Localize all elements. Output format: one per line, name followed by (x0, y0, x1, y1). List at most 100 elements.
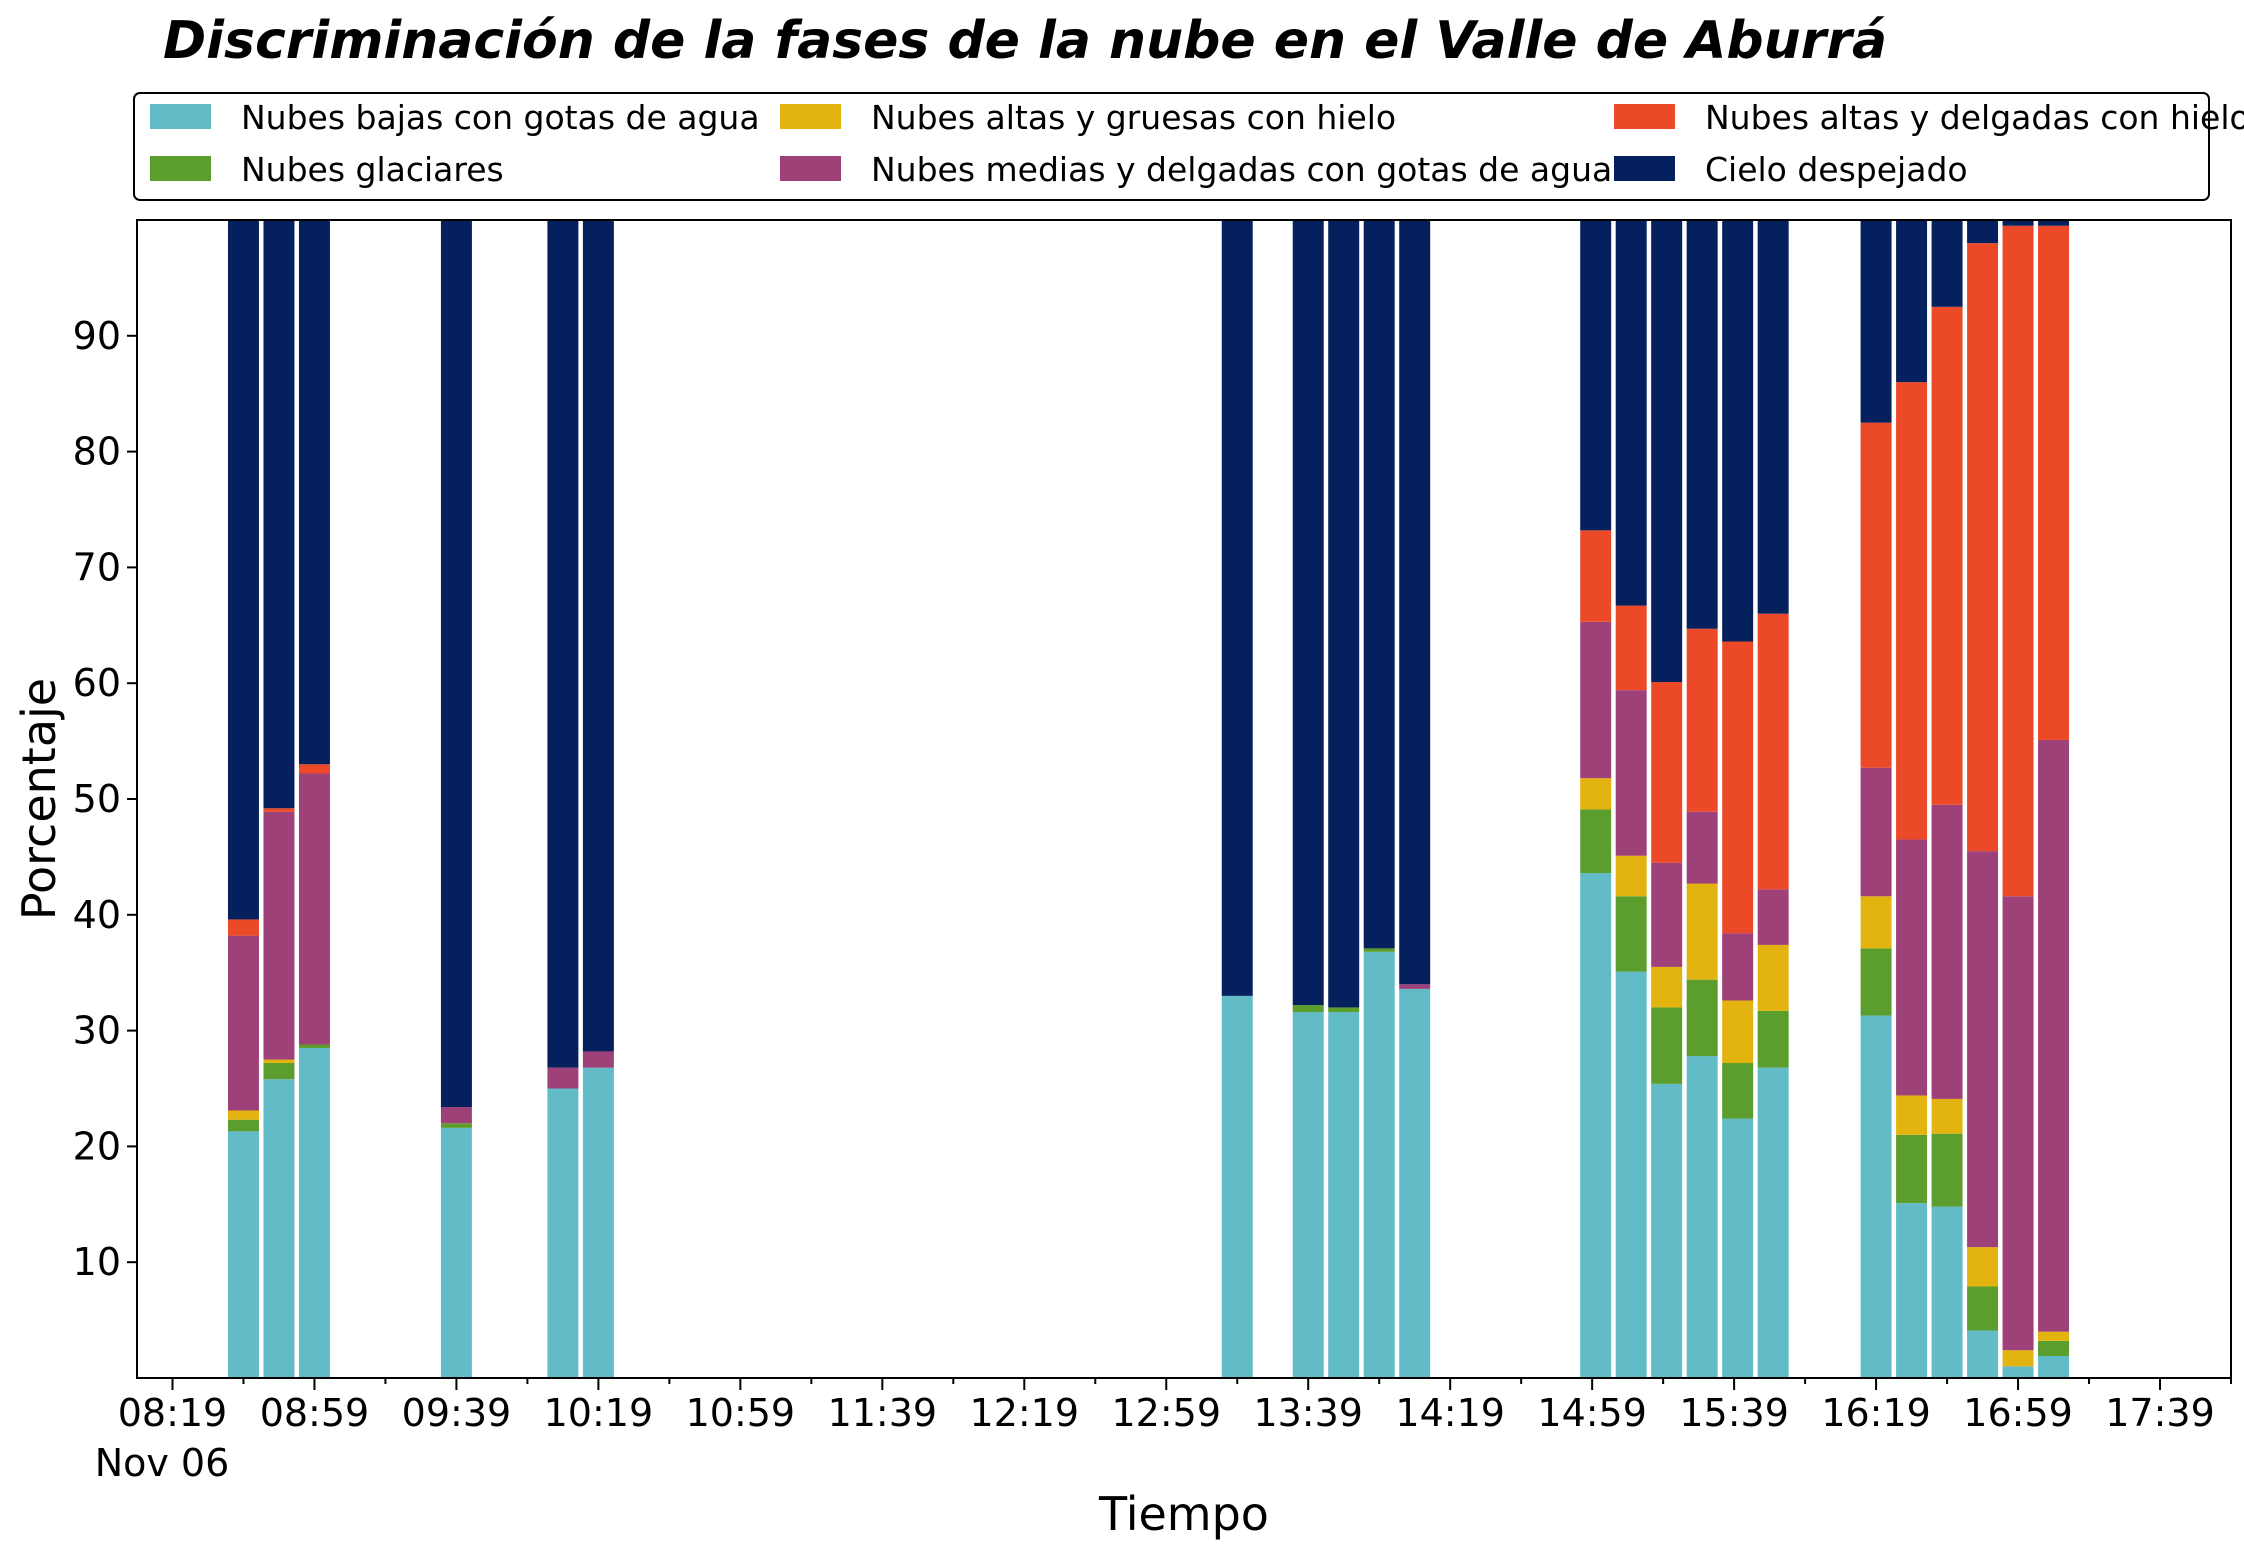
bar-segment (1292, 220, 1324, 1006)
legend-swatch (780, 104, 841, 129)
bar-segment (1363, 951, 1395, 1378)
bar-segment (1328, 1007, 1360, 1013)
bar-segment (1931, 220, 1963, 307)
y-tick-label: 50 (73, 777, 121, 821)
y-tick-label: 30 (73, 1009, 121, 1053)
bar-segment (440, 1127, 472, 1378)
bar-segment (2038, 220, 2070, 226)
bar-segment (1757, 1010, 1789, 1068)
bar-segment (1931, 1098, 1963, 1134)
bar-segment (2002, 225, 2034, 897)
bar-segment (1328, 1012, 1360, 1378)
x-date-label: Nov 06 (95, 1441, 230, 1485)
legend-swatch (780, 156, 841, 181)
bar-segment (2038, 1340, 2070, 1356)
y-tick-label: 70 (73, 545, 121, 589)
bar-segment (1686, 979, 1718, 1057)
bar-segment (298, 764, 330, 774)
bar-segment (1931, 804, 1963, 1099)
bar-segment (2002, 1366, 2034, 1378)
bar-segment (1615, 690, 1647, 856)
legend-swatch (150, 104, 211, 129)
bar-segment (263, 808, 295, 812)
bar-segment (1722, 933, 1754, 1001)
bar-segment (1967, 220, 1999, 244)
bar-segment (1651, 682, 1683, 863)
x-tick-label: 15:39 (1679, 1391, 1789, 1435)
y-tick-label: 20 (73, 1124, 121, 1168)
bar-segment (1860, 896, 1892, 949)
bar-segment (2038, 739, 2070, 1332)
x-tick-label: 11:39 (828, 1391, 938, 1435)
y-tick-label: 40 (73, 893, 121, 937)
bar-segment (1931, 306, 1963, 805)
bar-segment (1651, 220, 1683, 683)
bar-segment (227, 935, 259, 1111)
y-tick-label: 80 (73, 430, 121, 474)
bar-segment (1363, 220, 1395, 949)
x-tick-label: 08:19 (118, 1391, 228, 1435)
bar-segment (263, 220, 295, 809)
legend-label: Cielo despejado (1705, 150, 1968, 189)
legend: Nubes bajas con gotas de agua Nubes glaci… (133, 92, 2244, 201)
bar-segment (1757, 1067, 1789, 1378)
bar-segment (1399, 220, 1431, 985)
bar-segment (1292, 1012, 1324, 1378)
bar-segment (298, 773, 330, 1045)
bar-segment (1328, 220, 1360, 1008)
x-tick-label: 16:59 (1963, 1391, 2073, 1435)
y-axis-label: Porcentaje (12, 678, 66, 920)
bar-segment (1580, 873, 1612, 1378)
bar-segment (1896, 839, 1928, 1096)
bar-segment (1615, 971, 1647, 1378)
bar-segment (1399, 988, 1431, 1378)
bar-segment (1580, 530, 1612, 622)
x-tick-label: 10:19 (544, 1391, 654, 1435)
bar-segment (298, 220, 330, 765)
bar-segment (1615, 220, 1647, 606)
bar-segment (1686, 220, 1718, 629)
bar-segment (227, 919, 259, 936)
bar-segment (1399, 984, 1431, 989)
bar-segment (1686, 883, 1718, 980)
bar-segment (1860, 1015, 1892, 1378)
bar-segment (1722, 641, 1754, 934)
bar-segment (1686, 1056, 1718, 1378)
bar-segment (1651, 966, 1683, 1008)
bar-segment (1722, 1118, 1754, 1378)
legend-label: Nubes glaciares (241, 150, 504, 189)
bar-segment (1651, 1007, 1683, 1084)
legend-swatch (150, 156, 211, 181)
bar-segment (1292, 1005, 1324, 1013)
bar-segment (1615, 896, 1647, 972)
legend-label: Nubes medias y delgadas con gotas de agu… (871, 150, 1612, 189)
bar-segment (1967, 851, 1999, 1248)
bar-segment (582, 1067, 614, 1378)
bar-segment (1860, 948, 1892, 1016)
bar-segment (1722, 1063, 1754, 1119)
bar-segment (1580, 220, 1612, 531)
legend-frame (133, 92, 2210, 201)
bar-segment (1615, 855, 1647, 897)
bar-segment (263, 1063, 295, 1080)
legend-label: Nubes bajas con gotas de agua (241, 98, 760, 137)
bar-segment (1967, 243, 1999, 852)
x-tick-label: 14:59 (1537, 1391, 1647, 1435)
bar-segment (1757, 613, 1789, 890)
bar-segment (1722, 220, 1754, 642)
bar-segment (1967, 1247, 1999, 1287)
x-tick-label: 17:39 (2105, 1391, 2215, 1435)
bar-segment (440, 1123, 472, 1128)
bar-segment (2038, 1331, 2070, 1341)
bar-segment (263, 811, 295, 1060)
legend-label: Nubes altas y delgadas con hielo (1705, 98, 2244, 137)
bar-segment (1580, 778, 1612, 810)
bar-segment (1757, 889, 1789, 945)
bar-segment (298, 1044, 330, 1048)
y-tick-label: 60 (73, 661, 121, 705)
legend-label: Nubes altas y gruesas con hielo (871, 98, 1396, 137)
bar-segment (1686, 811, 1718, 884)
bars-group (227, 220, 2070, 1378)
bar-segment (227, 1131, 259, 1378)
